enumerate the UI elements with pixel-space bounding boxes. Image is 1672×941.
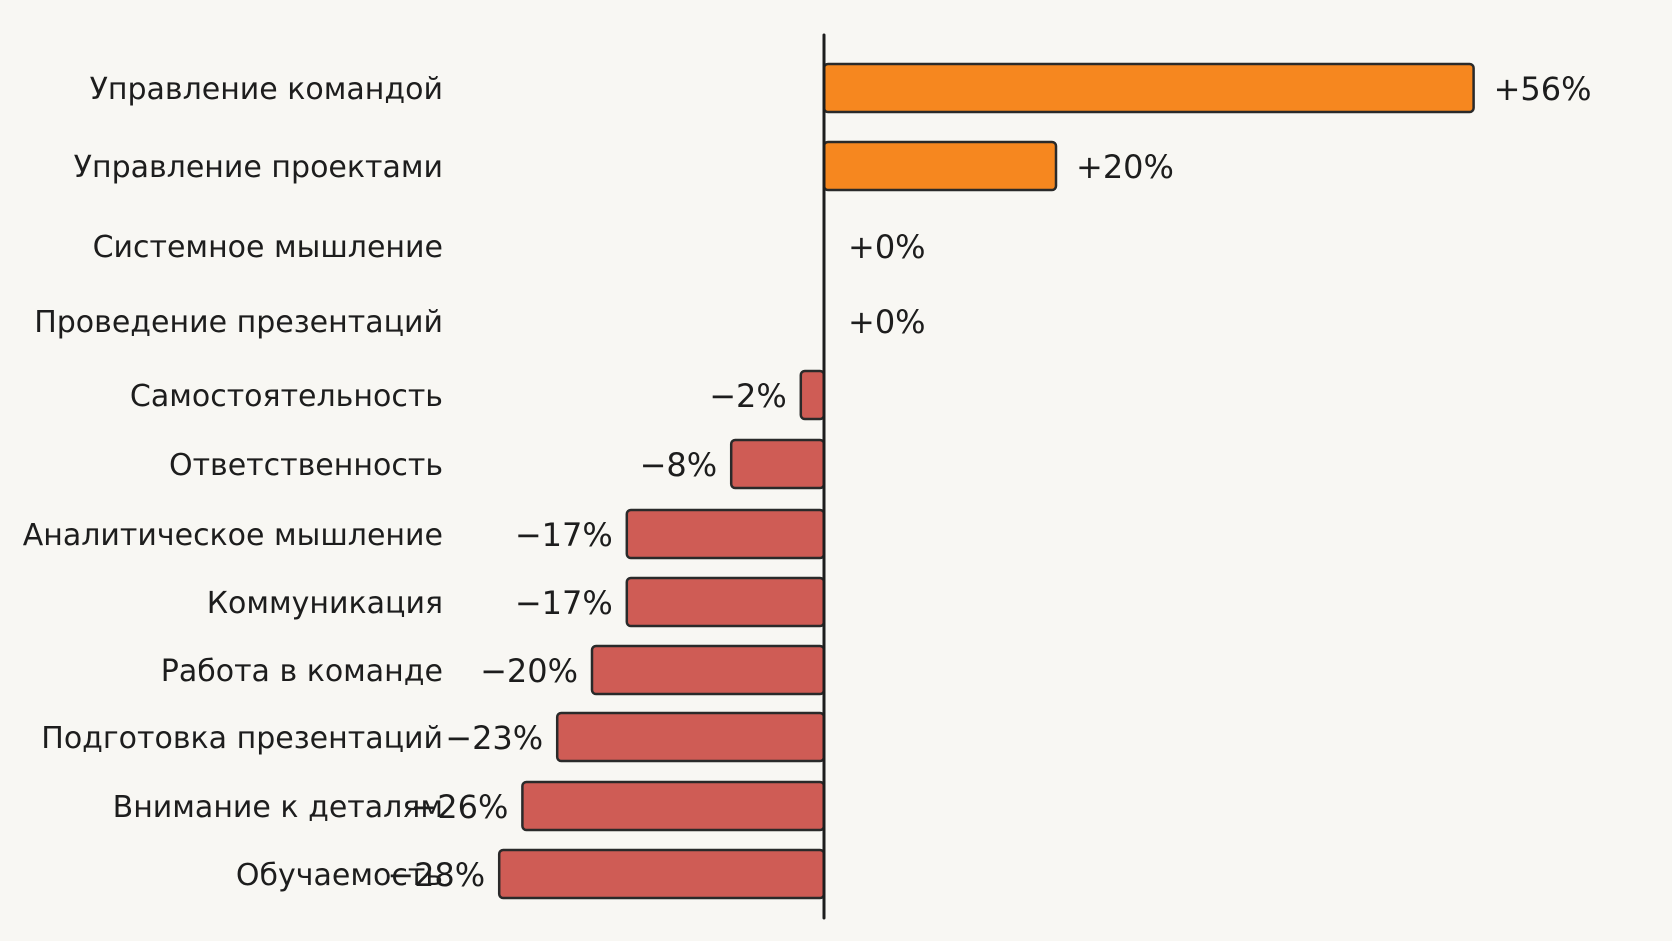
category-label: Аналитическое мышление <box>23 518 443 553</box>
category-label: Подготовка презентаций <box>41 721 443 756</box>
bar <box>822 140 1058 192</box>
value-label: −2% <box>709 377 787 415</box>
category-label: Самостоятельность <box>130 379 443 414</box>
bar <box>799 369 826 421</box>
value-label: −28% <box>387 856 485 894</box>
category-label: Обучаемость <box>236 858 443 893</box>
bar <box>497 848 826 900</box>
category-label: Ответственность <box>169 448 443 483</box>
category-label: Внимание к деталям <box>113 790 443 825</box>
value-label: −23% <box>445 719 543 757</box>
bar <box>822 62 1475 114</box>
value-label: −8% <box>640 446 718 484</box>
value-label: −17% <box>515 584 613 622</box>
value-label: +0% <box>848 303 926 341</box>
value-label: +56% <box>1494 70 1592 108</box>
category-label: Коммуникация <box>207 586 443 621</box>
bar <box>521 780 826 832</box>
category-label: Управление проектами <box>74 150 443 185</box>
bar <box>729 438 826 490</box>
value-label: +20% <box>1076 148 1174 186</box>
category-label: Управление командой <box>90 72 443 107</box>
bar <box>625 576 826 628</box>
category-label: Работа в команде <box>161 654 443 689</box>
value-label: +0% <box>848 228 926 266</box>
category-label: Проведение презентаций <box>34 305 443 340</box>
bar <box>590 644 826 696</box>
bar <box>625 508 826 560</box>
bar <box>555 711 826 763</box>
category-label: Системное мышление <box>93 230 443 265</box>
value-label: −20% <box>480 652 578 690</box>
value-label: −17% <box>515 516 613 554</box>
value-label: −26% <box>410 788 508 826</box>
